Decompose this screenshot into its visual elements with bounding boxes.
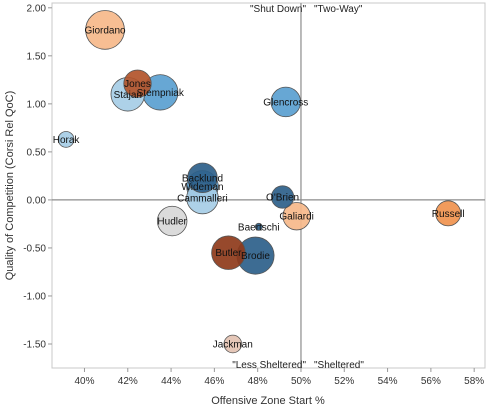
point-label-backlund: Backlund — [182, 173, 223, 184]
y-tick-label: 0.00 — [27, 195, 47, 206]
point-label-glencross: Glencross — [263, 97, 308, 108]
y-tick-label: -1.50 — [23, 339, 46, 350]
point-label-hudler: Hudler — [157, 217, 187, 228]
data-point-baertschi — [254, 222, 263, 231]
data-point-hudler — [156, 205, 188, 237]
plot-area — [51, 2, 486, 369]
quadrant-label-sheltered: "Sheltered" — [314, 360, 364, 371]
y-axis: 2.00 1.50 1.00 0.50 0.00 -0.50 -1.00 -1.50 — [23, 3, 52, 350]
point-label-wideman: Wideman — [181, 182, 223, 193]
data-point-jackman — [223, 334, 243, 354]
y-tick-label: 2.00 — [27, 3, 47, 14]
data-point-butler — [211, 235, 246, 270]
point-label-stempniak: Stempniak — [137, 88, 185, 99]
y-tick-label: 1.50 — [27, 51, 47, 62]
x-tick-label: 46% — [204, 376, 224, 387]
y-axis-title: Quality of Competition (Corsi Rel QoC) — [4, 91, 16, 281]
x-tick-label: 48% — [248, 376, 268, 387]
point-label-jones: Jones — [124, 79, 151, 90]
data-point-galiardi — [282, 202, 311, 231]
reference-lines — [52, 3, 485, 368]
x-tick-label: 58% — [464, 376, 484, 387]
y-tick-label: -0.50 — [23, 243, 46, 254]
point-label-baertschi: Baertschi — [238, 222, 280, 233]
quadrant-label-shut-down: "Shut Down" — [250, 4, 306, 15]
data-point-backlund — [187, 162, 218, 194]
point-label-o-brien: O'Brien — [266, 193, 299, 204]
data-point-russell — [435, 200, 462, 227]
point-label-stajan: Stajan — [114, 90, 142, 101]
x-tick-label: 54% — [378, 376, 398, 387]
x-axis: 40% 42% 44% 46% 48% 50% 52% 54% 56% 58% — [74, 368, 484, 387]
x-tick-label: 42% — [118, 376, 138, 387]
quadrant-label-two-way: "Two-Way" — [314, 4, 363, 15]
scatter-points — [57, 10, 462, 354]
point-label-russell: Russell — [432, 209, 465, 220]
x-tick-label: 50% — [291, 376, 311, 387]
x-axis-title: Offensive Zone Start % — [211, 395, 325, 407]
quadrant-label-less-sheltered: "Less Sheltered" — [232, 360, 306, 371]
point-label-brodie: Brodie — [241, 251, 270, 262]
point-label-galiardi: Galiardi — [279, 212, 313, 223]
point-label-butler: Butler — [215, 248, 242, 259]
x-tick-label: 52% — [334, 376, 354, 387]
data-point-horak — [57, 131, 75, 148]
y-tick-label: 0.50 — [27, 147, 47, 158]
y-tick-label: 1.00 — [27, 99, 47, 110]
point-label-jackman: Jackman — [213, 339, 253, 350]
point-label-giordano: Giordano — [84, 25, 126, 36]
x-tick-label: 44% — [161, 376, 181, 387]
data-point-giordano — [85, 10, 125, 50]
y-tick-label: -1.00 — [23, 291, 46, 302]
point-label-horak: Horak — [53, 135, 81, 146]
data-point-glencross — [270, 86, 302, 118]
x-tick-label: 40% — [74, 376, 94, 387]
data-point-o-brien — [270, 185, 295, 209]
data-point-jones — [123, 69, 152, 98]
x-tick-label: 56% — [421, 376, 441, 387]
point-label-cammalleri: Cammalleri — [177, 193, 228, 204]
